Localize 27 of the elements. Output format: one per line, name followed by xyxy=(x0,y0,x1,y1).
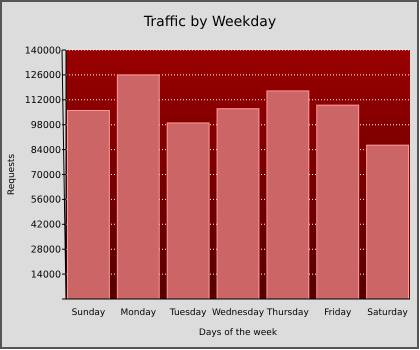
y-tick-label: 56000 xyxy=(30,194,61,206)
x-axis-title: Days of the week xyxy=(198,328,278,338)
x-tick-label: Sunday xyxy=(72,308,106,318)
bar xyxy=(216,108,260,300)
bar xyxy=(66,110,110,300)
x-tick-label: Saturday xyxy=(367,308,409,318)
y-tick-label: 98000 xyxy=(30,120,61,132)
bar xyxy=(366,144,410,300)
bar xyxy=(266,90,310,300)
y-tick-label: 126000 xyxy=(24,70,61,82)
y-tick-label: 14000 xyxy=(30,269,61,280)
y-tick-label: 140000 xyxy=(24,45,61,56)
bar xyxy=(166,122,210,300)
y-tick-label: 28000 xyxy=(30,244,61,256)
chart-title: Traffic by Weekday xyxy=(142,14,276,30)
x-tick-label: Thursday xyxy=(266,308,310,318)
y-tick-label: 42000 xyxy=(30,220,61,231)
y-tick-label: 84000 xyxy=(30,144,61,156)
x-tick-label: Friday xyxy=(324,308,352,318)
x-tick-label: Tuesday xyxy=(168,308,208,318)
bar xyxy=(116,74,160,300)
x-tick-label: Wednesday xyxy=(212,308,265,318)
bar xyxy=(316,104,360,300)
y-tick-label: 112000 xyxy=(24,95,61,106)
y-axis-title: Requests xyxy=(7,154,17,196)
x-tick-label: Monday xyxy=(120,308,157,318)
y-tick-label: 70000 xyxy=(30,170,61,181)
